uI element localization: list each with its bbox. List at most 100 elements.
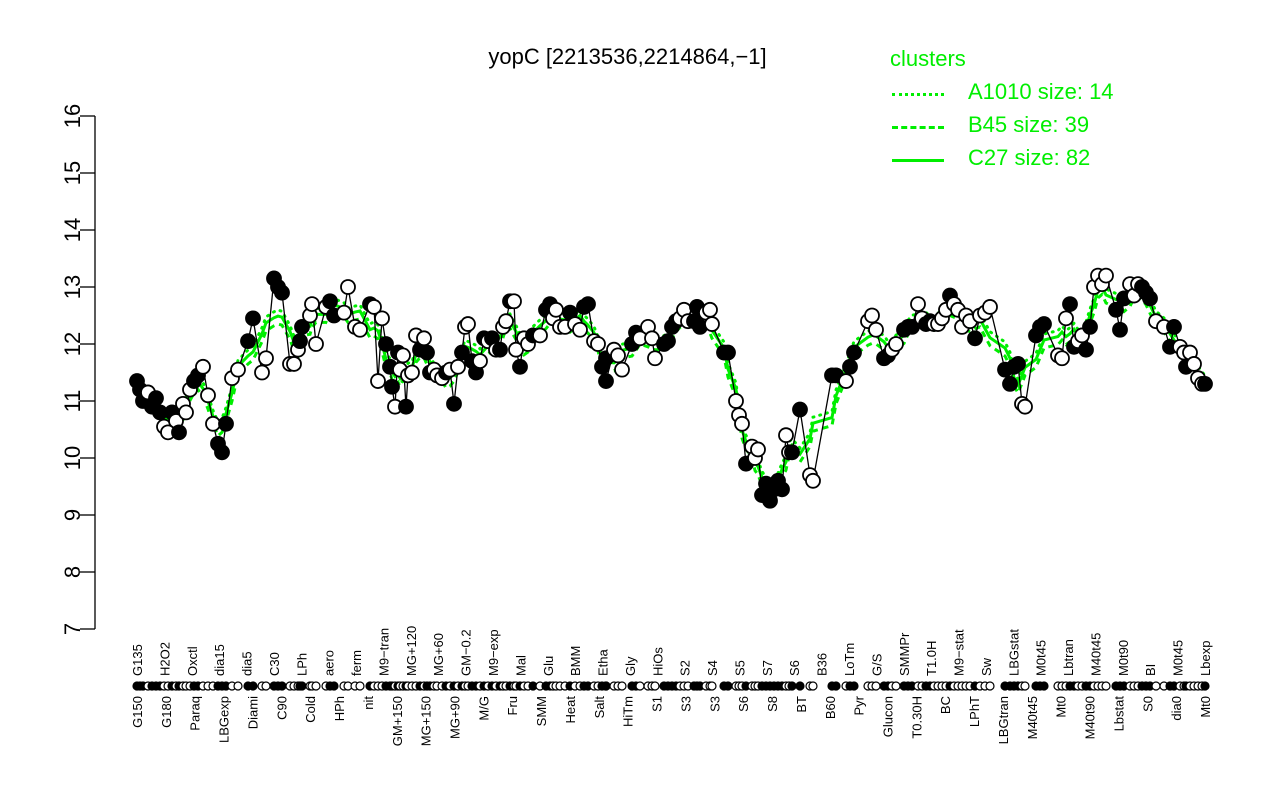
cluster-lines [135, 278, 1207, 500]
data-point [532, 327, 548, 344]
data-point [1054, 350, 1070, 367]
x-tick-label: H2O2 [157, 642, 172, 676]
legend-label: C27 size: 82 [968, 145, 1091, 170]
data-point [512, 358, 528, 375]
x-tick-label: G180 [159, 696, 174, 728]
x-tick-label: Heat [563, 696, 578, 724]
rug-mark [297, 681, 307, 691]
data-point [404, 364, 420, 381]
x-tick-label: Fru [505, 696, 520, 716]
x-tick-label: Lbtran [1061, 639, 1076, 676]
dashed-line-icon [892, 126, 944, 129]
data-point [580, 296, 596, 313]
x-tick-label: Pyr [852, 695, 867, 715]
x-tick-label: Glucon [880, 696, 895, 737]
data-point [1186, 356, 1202, 372]
y-tick-label: 9 [60, 509, 85, 521]
x-tick-label: Lbexp [1198, 641, 1213, 676]
x-tick-label: S4 [705, 660, 720, 676]
x-axis-labels: G135 H2O2 Oxctl dia15 dia5 C30 LPh aero ferm M9−t… [130, 626, 1213, 746]
x-tick-label: SMM [534, 696, 549, 726]
data-point [294, 318, 310, 335]
y-tick-label: 10 [60, 446, 85, 470]
x-tick-label: M/G [476, 696, 491, 721]
x-tick-label: C30 [267, 652, 282, 676]
x-tick-label: M0t45 [1171, 640, 1186, 676]
rug-mark [1039, 681, 1049, 691]
data-point [304, 296, 320, 313]
rug-mark [329, 681, 339, 691]
x-tick-label: BT [794, 696, 809, 713]
x-tick-label: M0t90 [1116, 640, 1131, 676]
data-point [240, 333, 256, 350]
data-point [1010, 356, 1026, 372]
data-point [336, 304, 352, 321]
data-point [1017, 398, 1033, 415]
rug-mark [355, 681, 365, 691]
x-axis-rug [132, 681, 1210, 691]
data-point [416, 330, 432, 347]
data-point [792, 401, 808, 418]
rug-mark [985, 681, 995, 691]
data-point [1166, 318, 1182, 335]
data-point [910, 296, 926, 313]
data-point [395, 347, 411, 364]
x-tick-label: Lbstat [1111, 696, 1126, 732]
y-tick-label: 14 [60, 218, 85, 242]
x-tick-label: S2 [678, 660, 693, 676]
data-point [838, 373, 854, 389]
y-tick-label: 15 [60, 161, 85, 185]
data-point [450, 358, 466, 375]
x-tick-label: M40t45 [1088, 633, 1103, 676]
data-point [472, 353, 488, 370]
x-tick-label: dia0 [1169, 696, 1184, 721]
rug-mark [723, 681, 733, 691]
data-point [982, 299, 998, 315]
data-point [340, 279, 356, 295]
data-point [352, 321, 368, 338]
y-tick-label: 13 [60, 275, 85, 299]
x-tick-label: G150 [130, 696, 145, 728]
x-tick-label: Cold [303, 696, 318, 723]
data-point [1002, 375, 1018, 392]
data-point [1098, 267, 1114, 284]
x-tick-label: T1.0H [924, 641, 939, 676]
x-tick-label: S7 [760, 660, 775, 676]
x-tick-label: S6 [736, 696, 751, 712]
data-point [1078, 341, 1094, 358]
rug-mark [808, 681, 818, 691]
x-tick-label: BMM [568, 646, 583, 676]
dotted-line-icon [892, 93, 944, 96]
solid-line-icon [892, 159, 944, 162]
expression-line [136, 273, 1205, 504]
x-tick-label: BC [938, 696, 953, 714]
data-point [366, 299, 382, 315]
x-tick-label: Sw [979, 657, 994, 676]
x-tick-label: LBGtran [996, 696, 1011, 744]
x-tick-label: Oxctl [185, 646, 200, 676]
data-point [805, 472, 821, 489]
data-point [1142, 290, 1158, 307]
rug-mark [849, 681, 859, 691]
data-point [647, 350, 663, 367]
y-axis: 7 8 9 10 11 12 13 14 15 16 [60, 104, 96, 635]
data-point [750, 441, 766, 458]
rug-mark [787, 681, 797, 691]
x-tick-label: S1 [650, 696, 665, 712]
y-tick-label: 11 [60, 390, 85, 413]
expression-points [129, 267, 1213, 509]
x-tick-label: M40t45 [1025, 696, 1040, 739]
rug-mark [1101, 681, 1111, 691]
data-point [846, 344, 862, 361]
data-point [728, 393, 744, 409]
rug-mark [795, 681, 805, 691]
x-tick-label: dia5 [240, 651, 255, 676]
x-tick-label: C90 [274, 696, 289, 720]
data-point [590, 336, 606, 352]
x-tick-label: HiTm [621, 696, 636, 727]
y-tick-label: 8 [60, 566, 85, 578]
data-point [218, 415, 234, 432]
x-tick-label: HPh [332, 696, 347, 721]
data-point [774, 481, 790, 498]
